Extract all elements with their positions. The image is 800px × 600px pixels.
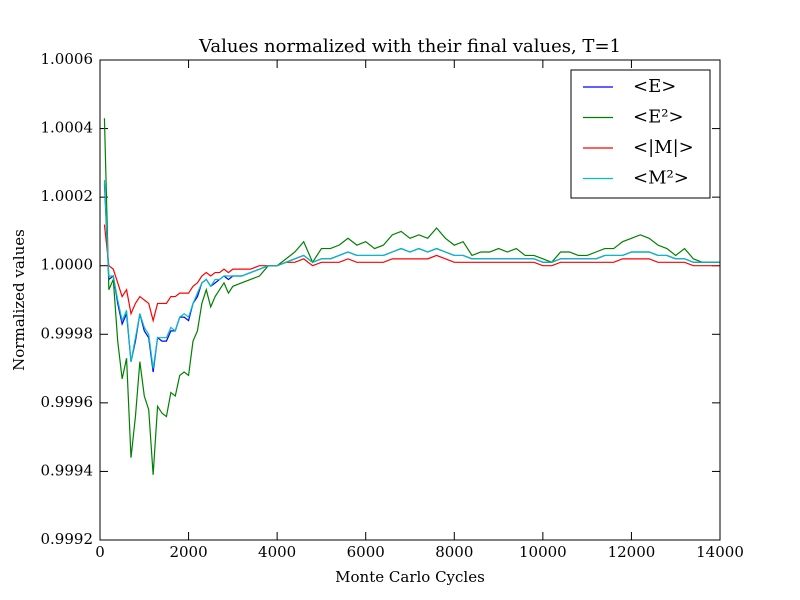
legend-label: <M²>: [633, 168, 689, 189]
legend-label: <|M|>: [633, 137, 694, 158]
x-tick-label: 10000: [519, 543, 567, 561]
x-tick-label: 8000: [435, 543, 473, 561]
y-tick-label: 1.0004: [41, 119, 94, 137]
x-axis-label: Monte Carlo Cycles: [335, 568, 485, 586]
x-tick-label: 12000: [608, 543, 656, 561]
legend-label: <E>: [633, 76, 676, 97]
series-line: [103, 224, 720, 323]
y-tick-label: 0.9994: [41, 461, 94, 479]
y-tick-label: 1.0006: [41, 50, 94, 68]
x-tick-label: 14000: [696, 543, 744, 561]
x-tick-label: 6000: [347, 543, 385, 561]
series-line: [103, 118, 720, 475]
legend-label: <E²>: [633, 107, 684, 128]
plot-frame: [99, 59, 721, 541]
chart-title: Values normalized with their final value…: [198, 36, 621, 57]
x-tick-label: 4000: [258, 543, 296, 561]
y-tick-label: 1.0002: [41, 187, 94, 205]
y-tick-label: 0.9992: [41, 530, 94, 548]
legend-box: [570, 69, 711, 199]
y-tick-label: 0.9996: [41, 393, 94, 411]
y-tick-label: 1.0000: [41, 256, 94, 274]
x-tick-label: 2000: [169, 543, 207, 561]
series-line: [103, 179, 720, 369]
x-tick-label: 0: [95, 543, 105, 561]
y-tick-label: 0.9998: [41, 324, 94, 342]
y-axis-label: Normalized values: [10, 229, 28, 371]
